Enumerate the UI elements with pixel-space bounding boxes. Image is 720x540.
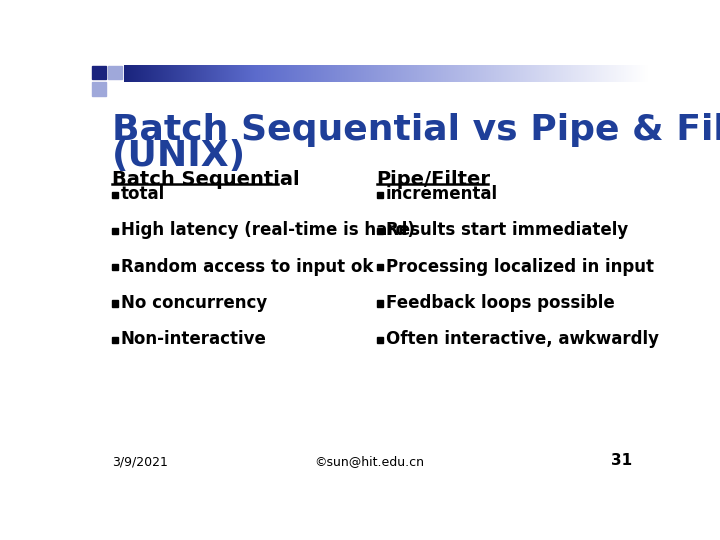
Text: ©sun@hit.edu.cn: ©sun@hit.edu.cn bbox=[314, 455, 424, 468]
Bar bbox=[112, 336, 118, 343]
Text: incremental: incremental bbox=[386, 185, 498, 203]
Bar bbox=[112, 264, 118, 271]
Bar bbox=[377, 264, 383, 271]
Bar bbox=[377, 192, 383, 198]
Bar bbox=[377, 300, 383, 307]
Text: (UNIX): (UNIX) bbox=[112, 139, 246, 173]
Bar bbox=[112, 192, 118, 198]
Text: Feedback loops possible: Feedback loops possible bbox=[386, 294, 615, 312]
Bar bbox=[91, 65, 106, 79]
Text: 3/9/2021: 3/9/2021 bbox=[112, 455, 168, 468]
Text: Processing localized in input: Processing localized in input bbox=[386, 258, 654, 275]
Text: High latency (real-time is hard): High latency (real-time is hard) bbox=[121, 221, 415, 239]
Text: total: total bbox=[121, 185, 166, 203]
Bar bbox=[377, 228, 383, 234]
Text: Results start immediately: Results start immediately bbox=[386, 221, 629, 239]
Bar bbox=[112, 300, 118, 307]
Text: No concurrency: No concurrency bbox=[121, 294, 267, 312]
Text: Batch Sequential: Batch Sequential bbox=[112, 170, 300, 190]
Text: Batch Sequential vs Pipe & Filter: Batch Sequential vs Pipe & Filter bbox=[112, 112, 720, 146]
Text: Non-interactive: Non-interactive bbox=[121, 330, 267, 348]
Text: Often interactive, awkwardly: Often interactive, awkwardly bbox=[386, 330, 659, 348]
Bar bbox=[91, 82, 106, 96]
Bar bbox=[112, 228, 118, 234]
Bar bbox=[377, 336, 383, 343]
Text: Random access to input ok: Random access to input ok bbox=[121, 258, 374, 275]
Bar bbox=[108, 65, 122, 79]
Text: Pipe/Filter: Pipe/Filter bbox=[377, 170, 491, 190]
Text: 31: 31 bbox=[611, 453, 632, 468]
